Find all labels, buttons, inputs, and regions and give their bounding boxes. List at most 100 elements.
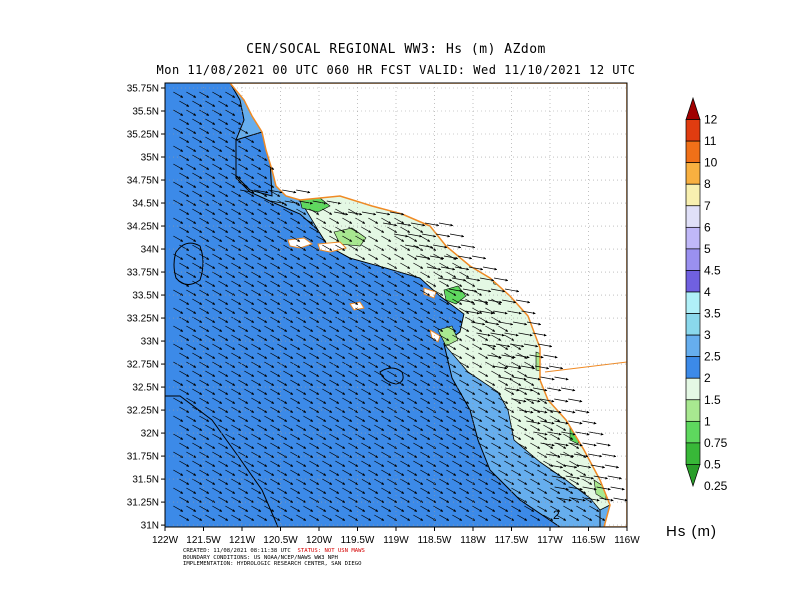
wave-arrow xyxy=(335,280,346,287)
wave-arrow xyxy=(173,379,184,386)
wave-arrow xyxy=(283,262,294,269)
wave-arrow xyxy=(429,255,445,260)
lon-label: 117W xyxy=(537,535,563,546)
colorbar-label: 3 xyxy=(704,328,711,342)
wave-arrow xyxy=(322,514,333,521)
wave-arrow xyxy=(264,343,275,350)
wave-arrow xyxy=(257,334,268,341)
wave-arrow xyxy=(387,316,398,323)
wave-arrow xyxy=(205,100,216,107)
wave-arrow xyxy=(452,334,463,341)
wave-arrow xyxy=(515,354,530,359)
wave-arrow xyxy=(550,433,561,440)
wave-arrow xyxy=(361,388,372,395)
colorbar-swatch xyxy=(685,205,701,228)
wave-arrow xyxy=(212,163,223,170)
wave-arrow xyxy=(283,244,294,251)
wave-arrow xyxy=(348,352,359,359)
lat-label: 34.75N xyxy=(127,176,159,187)
wave-arrow xyxy=(231,154,242,161)
wave-arrow xyxy=(251,253,262,260)
wave-arrow xyxy=(173,433,184,440)
wave-arrow xyxy=(407,433,418,440)
wave-arrow xyxy=(348,406,359,413)
wave-arrow xyxy=(348,442,359,449)
wave-arrow xyxy=(179,154,190,161)
wave-arrow xyxy=(225,235,236,242)
wave-arrow xyxy=(264,289,275,296)
colorbar-swatch xyxy=(685,270,701,293)
wave-arrow xyxy=(361,244,372,251)
wave-arrow xyxy=(179,388,190,395)
wave-arrow xyxy=(212,487,223,494)
wave-arrow xyxy=(329,343,340,350)
wave-arrow xyxy=(355,379,366,386)
wave-arrow xyxy=(361,352,372,359)
wave-arrow xyxy=(212,505,223,512)
wave-arrow xyxy=(251,289,262,296)
wave-arrow xyxy=(212,451,223,458)
wave-arrow xyxy=(511,361,522,368)
wave-arrow xyxy=(322,388,333,395)
lat-label: 31.75N xyxy=(127,452,159,463)
wave-arrow xyxy=(179,406,190,413)
wave-arrow xyxy=(487,354,502,359)
lon-label: 118W xyxy=(460,535,486,546)
wave-arrow xyxy=(342,325,353,332)
wave-arrow xyxy=(446,343,457,350)
wave-arrow xyxy=(335,514,346,521)
colorbar-swatch xyxy=(685,442,701,465)
wave-arrow xyxy=(342,505,353,512)
wave-arrow xyxy=(205,244,216,251)
colorbar-label: 6 xyxy=(704,220,711,234)
wave-arrow xyxy=(407,361,418,368)
wave-arrow xyxy=(329,415,340,422)
wave-arrow xyxy=(303,505,314,512)
wave-arrow xyxy=(335,334,346,341)
wave-arrow xyxy=(186,379,197,386)
wave-arrow xyxy=(251,415,262,422)
wave-arrow xyxy=(476,288,492,293)
wave-arrow xyxy=(283,370,294,377)
wave-arrow xyxy=(394,361,405,368)
wave-arrow xyxy=(270,370,281,377)
lat-label: 31N xyxy=(141,521,159,532)
wave-arrow xyxy=(244,244,255,251)
offshore-blob xyxy=(173,242,204,285)
wave-arrow xyxy=(478,478,489,485)
wave-arrow xyxy=(244,154,255,161)
wave-arrow xyxy=(374,388,385,395)
wave-arrow xyxy=(238,325,249,332)
wave-arrow xyxy=(526,398,541,403)
wave-arrow xyxy=(277,217,288,224)
colorbar-swatch xyxy=(685,183,701,207)
wave-arrow xyxy=(368,433,379,440)
wave-arrow xyxy=(400,370,411,377)
wave-arrow xyxy=(212,343,223,350)
wave-arrow xyxy=(270,478,281,485)
wave-arrow xyxy=(316,307,327,314)
wave-arrow xyxy=(179,460,190,467)
wave-arrow xyxy=(498,487,509,494)
wave-arrow xyxy=(244,262,255,269)
wave-arrow xyxy=(472,397,483,404)
wave-arrow xyxy=(257,370,268,377)
colorbar-swatch xyxy=(685,119,701,142)
wave-arrow xyxy=(413,388,424,395)
wave-arrow xyxy=(186,307,197,314)
wave-arrow xyxy=(173,271,184,278)
wave-arrow xyxy=(491,514,502,521)
wave-arrow xyxy=(387,406,398,413)
wave-arrow xyxy=(506,365,522,370)
island-santa-rosa xyxy=(287,237,314,249)
wave-arrow xyxy=(199,181,210,188)
wave-arrow xyxy=(205,118,216,125)
wave-arrow xyxy=(523,343,539,348)
wave-arrow xyxy=(335,478,346,485)
wave-arrow xyxy=(524,505,535,512)
wave-arrow xyxy=(413,352,424,359)
wave-arrow xyxy=(173,469,184,476)
wave-arrow xyxy=(459,397,470,404)
wave-arrow xyxy=(303,397,314,404)
wave-arrow xyxy=(251,469,262,476)
